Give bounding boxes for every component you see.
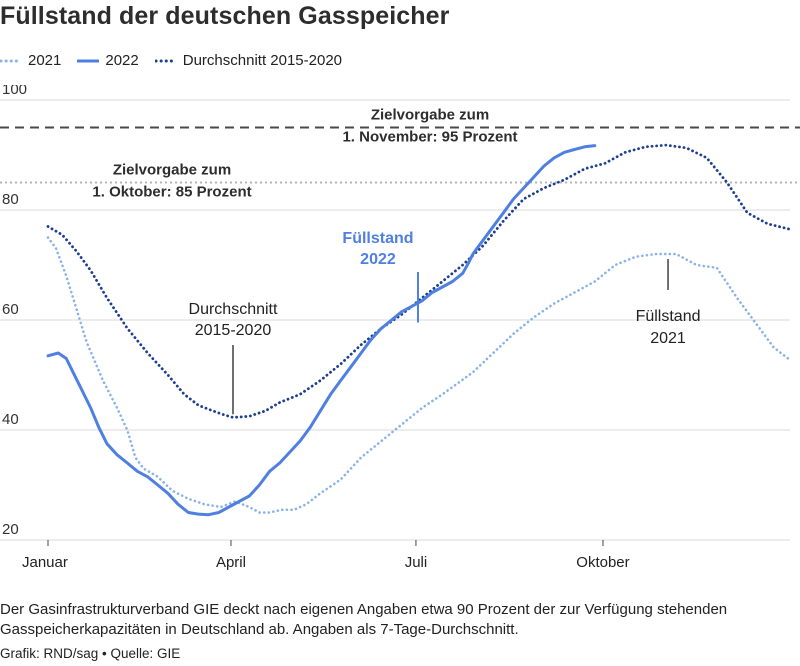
x-tick-label-april: April bbox=[216, 554, 246, 571]
y-tick-label-40: 40 bbox=[2, 411, 19, 428]
legend-item-2022: 2022 bbox=[77, 52, 139, 69]
annotation-2021-line1: Füllstand bbox=[636, 308, 701, 325]
footer-note: Der Gasinfrastrukturverband GIE deckt na… bbox=[0, 601, 728, 638]
legend-swatch-average bbox=[154, 59, 177, 62]
target-label-95-line1: Zielvorgabe zum bbox=[371, 107, 489, 124]
footer-source: Grafik: RND/sag • Quelle: GIE bbox=[0, 646, 181, 661]
y-tick-label-20: 20 bbox=[2, 521, 19, 538]
legend-item-average: Durchschnitt 2015-2020 bbox=[154, 52, 343, 69]
legend-label-average: Durchschnitt 2015-2020 bbox=[182, 52, 343, 69]
y-tick-label-60: 60 bbox=[2, 301, 19, 318]
series-line-2021 bbox=[46, 236, 790, 514]
series-line-durchschnitt-2015-2020 bbox=[46, 143, 792, 419]
legend-item-2021: 2021 bbox=[0, 52, 61, 69]
target-label-95-line2: 1. November: 95 Prozent bbox=[342, 129, 517, 146]
x-tick-label-oktober: Oktober bbox=[576, 554, 629, 571]
annotation-average-line1: Durchschnitt bbox=[189, 301, 278, 318]
legend: 2021 2022 Durchschnitt 2015-2020 bbox=[0, 52, 358, 69]
legend-swatch-2021 bbox=[0, 59, 22, 62]
annotation-2022-line1: Füllstand bbox=[342, 230, 413, 247]
target-label-85-line1: Zielvorgabe zum bbox=[113, 162, 231, 179]
annotation-2021-line2: 2021 bbox=[650, 330, 686, 347]
annotation-average-line2: 2015-2020 bbox=[195, 322, 272, 339]
line-chart: 20 40 60 80 100 Januar April Juli Oktober Zielvor… bbox=[0, 85, 800, 571]
y-tick-label-80: 80 bbox=[2, 191, 19, 208]
target-label-85-line2: 1. Oktober: 85 Prozent bbox=[92, 184, 251, 201]
chart-title: Füllstand der deutschen Gasspeicher bbox=[0, 2, 450, 30]
legend-label-2022: 2022 bbox=[105, 52, 139, 69]
legend-swatch-2022 bbox=[77, 59, 100, 62]
annotation-2022-line2: 2022 bbox=[360, 251, 396, 268]
x-tick-label-juli: Juli bbox=[405, 554, 428, 571]
legend-label-2021: 2021 bbox=[28, 52, 62, 69]
x-tick-label-januar: Januar bbox=[22, 554, 68, 571]
series-line-2022 bbox=[46, 144, 597, 517]
y-tick-label-100: 100 bbox=[2, 85, 27, 98]
